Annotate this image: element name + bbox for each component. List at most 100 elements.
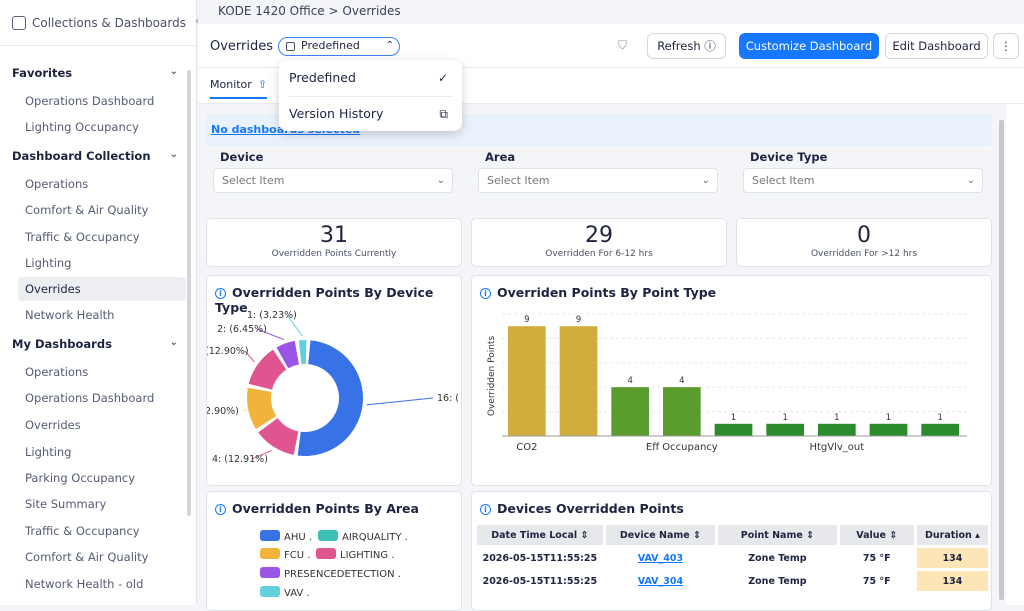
- bar-value-label: 9: [576, 315, 581, 325]
- sidebar-item[interactable]: Overrides: [25, 418, 81, 432]
- sidebar-item[interactable]: Lighting: [25, 256, 72, 270]
- cell-point: Zone Temp: [718, 571, 837, 591]
- more-options-button[interactable]: ⋮: [993, 33, 1019, 59]
- area-select[interactable]: Select Item ⌄: [478, 168, 718, 193]
- device-link[interactable]: VAV_403: [605, 548, 716, 568]
- sidebar-item[interactable]: Comfort & Air Quality: [25, 550, 149, 564]
- bar[interactable]: [611, 387, 649, 436]
- bar-value-label: 4: [627, 376, 632, 386]
- sort-icon: ⇕: [693, 529, 701, 541]
- donut-slice[interactable]: [248, 349, 287, 390]
- column-header[interactable]: Date Time Local ⇕: [477, 525, 603, 545]
- main-scrollbar[interactable]: [999, 120, 1004, 600]
- sidebar-item[interactable]: Lighting: [25, 445, 72, 459]
- donut-slice[interactable]: [298, 340, 307, 365]
- refresh-button[interactable]: Refresh ⓘ: [647, 33, 726, 59]
- chevron-down-icon: ⌄: [701, 175, 710, 186]
- legend-item[interactable]: AHU .: [260, 530, 312, 543]
- column-header[interactable]: Device Name ⇕: [605, 525, 716, 545]
- info-icon[interactable]: i: [480, 504, 491, 515]
- legend-swatch: [260, 530, 280, 541]
- device-select[interactable]: Select Item ⌄: [213, 168, 453, 193]
- sidebar-item[interactable]: Traffic & Occupancy: [25, 230, 140, 244]
- section-dashboard-collection[interactable]: Dashboard Collection ⌄: [12, 149, 182, 163]
- sidebar-scrollbar[interactable]: [187, 70, 191, 516]
- device-link[interactable]: VAV_304: [605, 571, 716, 591]
- sidebar-item[interactable]: Network Health: [25, 308, 115, 322]
- column-header[interactable]: Duration ▴: [916, 525, 988, 545]
- bar[interactable]: [818, 423, 856, 436]
- donut-slice[interactable]: [297, 340, 364, 456]
- donut-slice[interactable]: [258, 418, 299, 455]
- edit-dashboard-button[interactable]: Edit Dashboard: [885, 33, 988, 59]
- sidebar: Collections & Dashboards ‹ Favorites ⌄ Op…: [0, 0, 199, 605]
- slice-label: (12.90%): [207, 346, 249, 357]
- donut-slice[interactable]: [276, 340, 299, 369]
- sidebar-item[interactable]: Operations: [25, 177, 89, 191]
- menu-item-label: Version History: [289, 106, 384, 121]
- sidebar-item[interactable]: Site Summary: [25, 497, 107, 511]
- menu-item-predefined[interactable]: Predefined ✓: [289, 63, 452, 93]
- tab-monitor[interactable]: Monitor ⇧: [210, 78, 268, 99]
- bar[interactable]: [921, 423, 959, 436]
- sidebar-item[interactable]: Parking Occupancy: [25, 471, 136, 485]
- slice-leader-line: [256, 328, 285, 341]
- breadcrumb-site[interactable]: KODE 1420 Office: [218, 4, 325, 18]
- column-header[interactable]: Value ⇕: [839, 525, 914, 545]
- section-favorites[interactable]: Favorites ⌄: [12, 66, 182, 80]
- bar-value-label: 1: [937, 413, 942, 423]
- section-my-dashboards[interactable]: My Dashboards ⌄: [12, 337, 182, 351]
- bar[interactable]: [714, 423, 753, 436]
- legend-item[interactable]: FCU .: [260, 548, 310, 561]
- kpi-value: 29: [585, 223, 613, 248]
- legend-label: FCU .: [284, 550, 311, 561]
- slice-leader-line: [244, 350, 255, 363]
- legend-item[interactable]: LIGHTING .: [316, 548, 394, 561]
- sidebar-item[interactable]: Network Health - old: [25, 577, 144, 591]
- point-type-chart-card: i Overriden Points By Point Type Overridd…: [471, 275, 992, 486]
- slice-leader-line: [366, 397, 434, 406]
- bar[interactable]: [869, 423, 908, 436]
- sidebar-item[interactable]: Comfort & Air Quality: [25, 203, 149, 217]
- info-icon[interactable]: i: [215, 288, 226, 299]
- legend-item[interactable]: PRESENCEDETECTION .: [260, 567, 401, 580]
- bar[interactable]: [766, 423, 804, 436]
- donut-slice[interactable]: [247, 387, 277, 429]
- chevron-down-icon[interactable]: ⌄: [169, 337, 178, 348]
- column-header[interactable]: Point Name ⇕: [718, 525, 837, 545]
- view-select[interactable]: Predefined ⌃: [278, 37, 400, 56]
- legend-item[interactable]: AIRQUALITY .: [318, 530, 408, 543]
- bar[interactable]: [663, 387, 701, 436]
- sidebar-item[interactable]: Operations Dashboard: [25, 94, 155, 108]
- bar[interactable]: [508, 326, 546, 436]
- upload-icon[interactable]: ⇧: [257, 78, 268, 91]
- side-panel-toggle[interactable]: [1006, 104, 1024, 605]
- collapse-sidebar-icon[interactable]: ‹: [195, 16, 199, 27]
- chart-title-text: Overridden Points By Area: [232, 501, 419, 516]
- sidebar-item[interactable]: Operations: [25, 365, 89, 379]
- bar[interactable]: [559, 326, 598, 436]
- bar-value-label: 4: [679, 376, 684, 386]
- chevron-down-icon[interactable]: ⌄: [169, 149, 178, 160]
- sidebar-item[interactable]: Operations Dashboard: [25, 391, 155, 405]
- kpi-label: Overridden For >12 hrs: [810, 249, 918, 259]
- sidebar-item[interactable]: Traffic & Occupancy: [25, 524, 140, 538]
- legend-item[interactable]: VAV .: [260, 586, 310, 599]
- slice-label: 4: (12.91%): [212, 454, 268, 465]
- sidebar-header[interactable]: Collections & Dashboards: [0, 0, 196, 46]
- sidebar-item-overrides[interactable]: Overrides: [18, 277, 186, 301]
- chevron-down-icon: ⌄: [966, 175, 975, 186]
- info-icon[interactable]: i: [480, 288, 491, 299]
- menu-item-version-history[interactable]: Version History ⧉: [289, 99, 452, 129]
- chevron-down-icon[interactable]: ⌄: [169, 66, 178, 77]
- kpi-value: 31: [320, 223, 348, 248]
- filter-off-icon[interactable]: ⛉: [618, 38, 628, 52]
- breadcrumb-separator: >: [328, 4, 339, 18]
- sidebar-title: Collections & Dashboards: [32, 15, 186, 30]
- device-type-select[interactable]: Select Item ⌄: [743, 168, 983, 193]
- slice-leader-line: [243, 409, 246, 412]
- info-icon[interactable]: i: [215, 504, 226, 515]
- customize-dashboard-button[interactable]: Customize Dashboard: [739, 33, 879, 59]
- sidebar-item[interactable]: Lighting Occupancy: [25, 120, 139, 134]
- x-tick-label: Eff Occupancy: [646, 442, 718, 453]
